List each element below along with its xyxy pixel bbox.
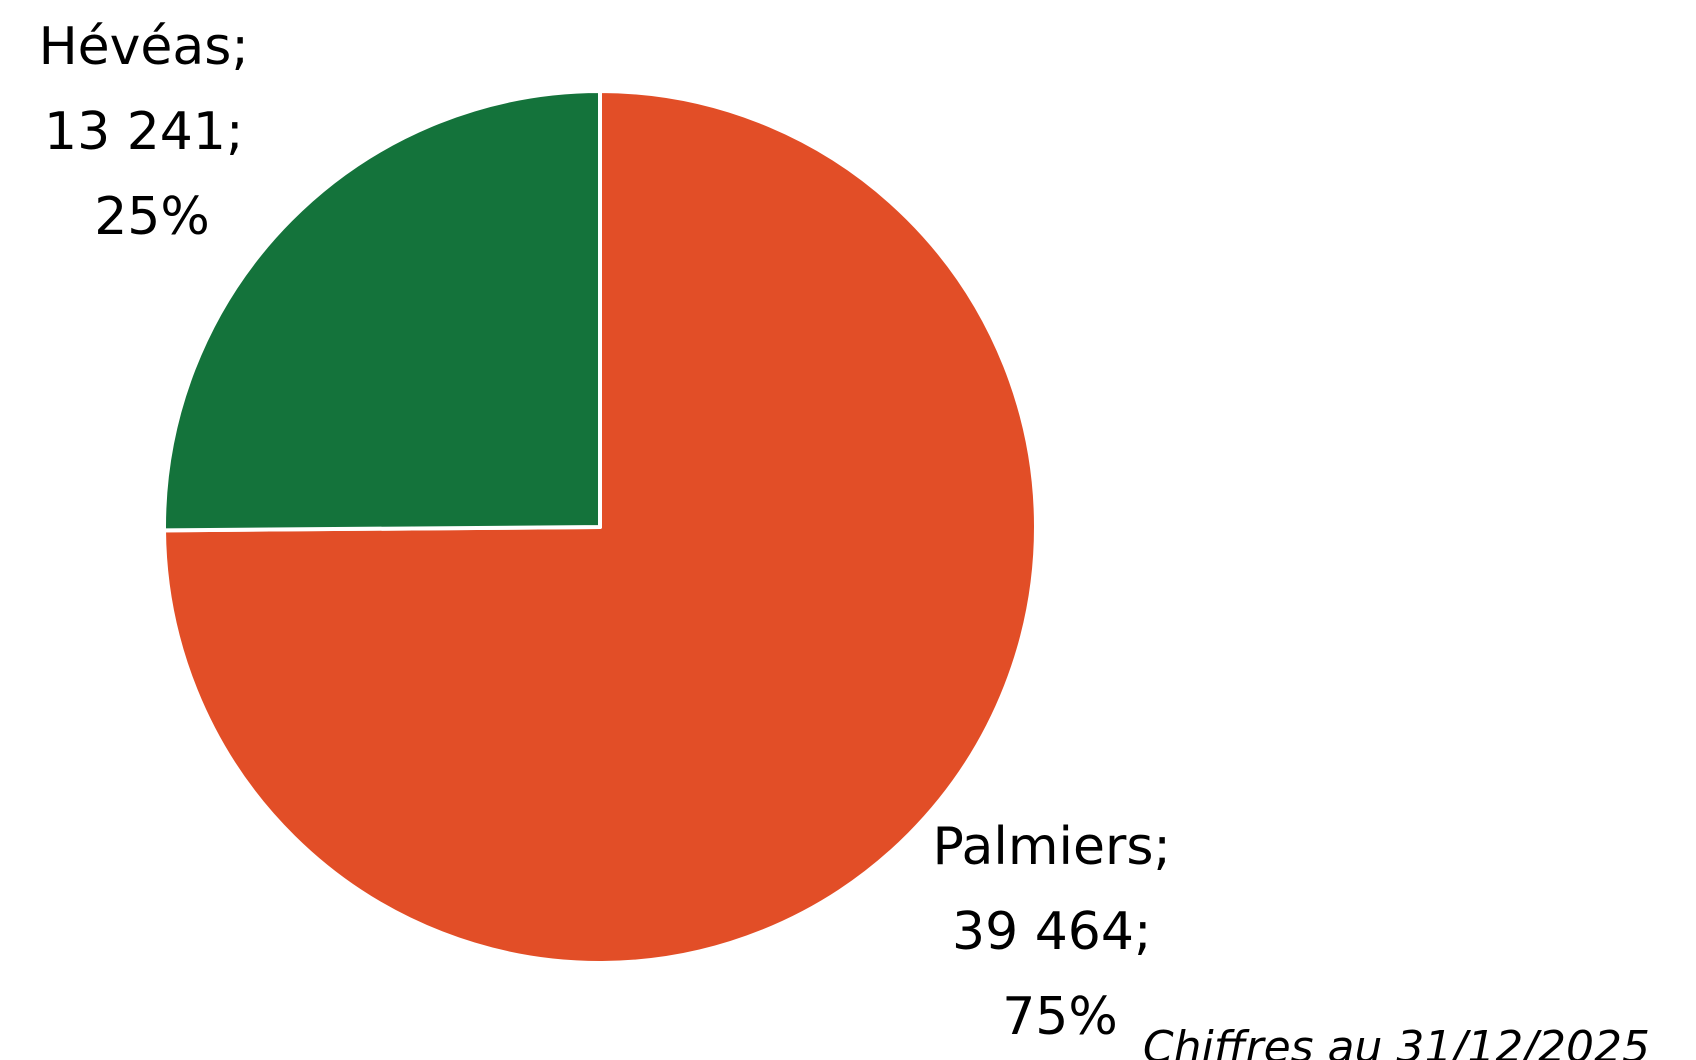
pie-slice-palmiers [162, 89, 1038, 965]
data-label-heveas-name: Hévéas; [39, 17, 249, 77]
data-label-palmiers-name: Palmiers; [933, 817, 1171, 877]
data-label-heveas: Hévéas; 13 241; 25% [39, 17, 266, 247]
pie-slice-heveas [162, 89, 602, 533]
pie-slices [162, 89, 1038, 965]
chart-footnote: Chiffres au 31/12/2025 [1143, 1022, 1650, 1060]
data-label-palmiers-percent: 75% [1002, 987, 1118, 1047]
data-label-palmiers-value: 39 464; [952, 902, 1151, 962]
data-label-heveas-value: 13 241; [44, 102, 243, 162]
data-label-heveas-percent: 25% [94, 187, 210, 247]
data-label-palmiers: Palmiers; 39 464; 75% [933, 817, 1188, 1047]
